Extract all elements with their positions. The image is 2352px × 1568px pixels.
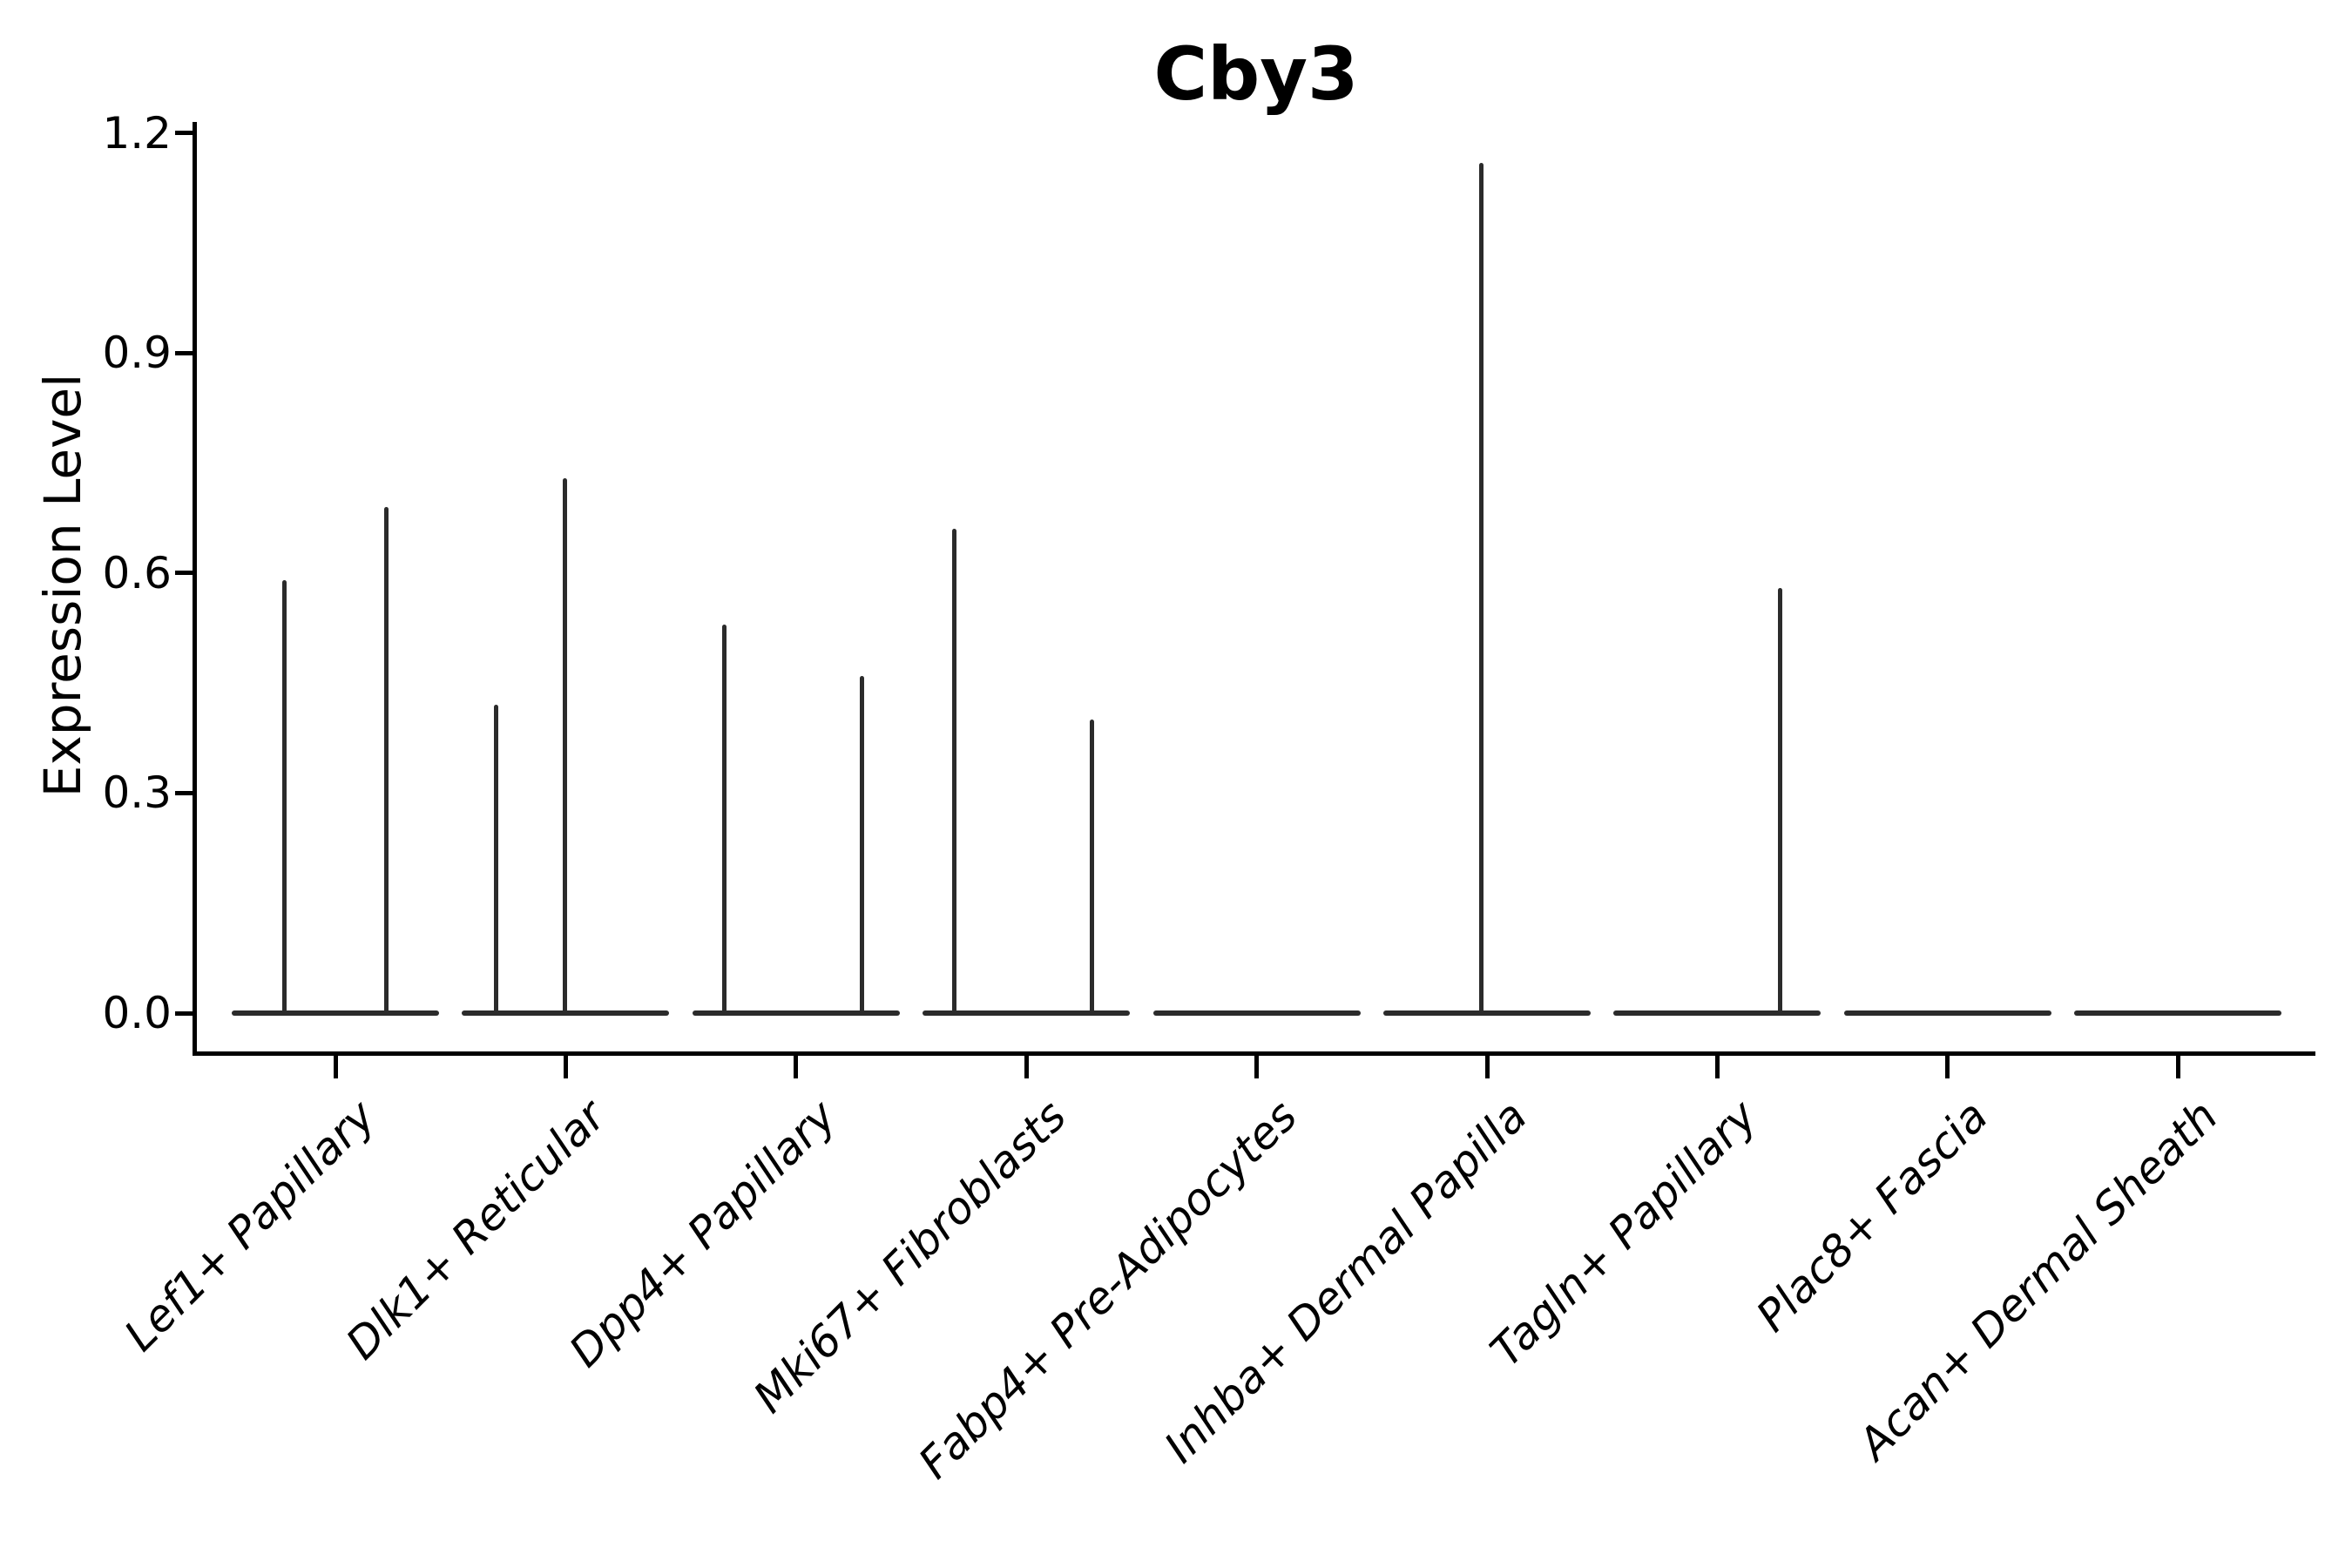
x-tick [1714,1056,1720,1078]
violin-base [2074,1010,2282,1016]
x-tick [1945,1056,1950,1078]
y-tick [175,790,193,795]
y-tick-label: 0.3 [102,767,172,819]
y-tick [175,131,193,136]
chart-title: Cby3 [1153,31,1359,117]
x-tick-label: Plac8+ Fascia [1746,1091,1997,1342]
y-tick [175,571,193,576]
y-tick [175,350,193,355]
x-tick [2175,1056,2180,1078]
violin-base [1152,1010,1361,1016]
y-tick-label: 0.6 [102,547,172,598]
violin-base [692,1010,900,1016]
violin-needle [1478,162,1484,1015]
x-tick [1024,1056,1029,1078]
violin-needle [493,705,498,1015]
x-tick [1484,1056,1490,1078]
x-tick [1254,1056,1260,1078]
x-axis-spine [193,1051,2315,1056]
y-tick-label: 1.2 [102,107,172,159]
x-tick [333,1056,338,1078]
violin-base [232,1010,439,1016]
violin-base [1613,1010,1821,1016]
x-tick [563,1056,568,1078]
y-tick [175,1010,193,1016]
violin-needle [1089,720,1094,1015]
violin-needle [951,529,956,1015]
x-tick [794,1056,799,1078]
violin-base [923,1010,1131,1016]
x-tick-label: Fabp4+ Pre-Adipocytes [909,1091,1307,1489]
y-tick-label: 0.0 [102,988,172,1038]
violin-needle [281,580,287,1015]
violin-needle [722,624,727,1015]
y-axis-spine [193,122,197,1056]
violin-needle [383,507,389,1015]
y-tick-label: 0.9 [102,328,172,379]
violin-base [1843,1010,2051,1016]
violin-base [1383,1010,1591,1016]
violin-needle [1777,587,1782,1015]
violin-needle [562,477,567,1015]
x-tick-label: Lef1+ Papillary [114,1091,386,1362]
violin-needle [860,675,865,1015]
